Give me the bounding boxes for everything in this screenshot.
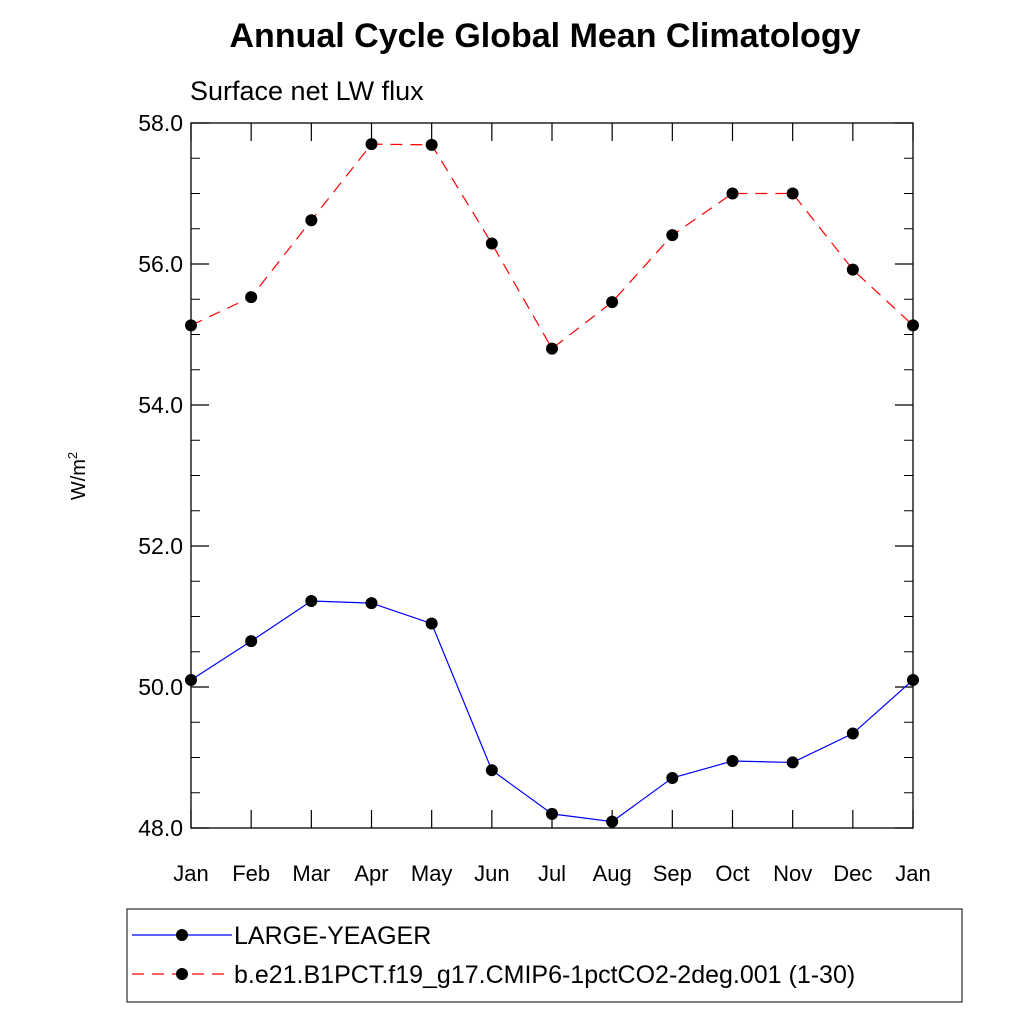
y-tick-label: 58.0 [138,110,183,136]
y-tick-label: 52.0 [138,533,183,559]
series-0-point [786,756,799,769]
y-axis-label-superscript: 2 [65,452,80,459]
x-tick-label: Jul [538,861,566,886]
y-tick-label: 54.0 [138,392,183,418]
x-tick-label: May [411,861,453,886]
series-line-1 [190,143,914,350]
legend-item-cmip6-1pctco2: b.e21.B1PCT.f19_g17.CMIP6-1pctCO2-2deg.0… [132,961,855,989]
y-tick-label: 50.0 [138,674,183,700]
series-0-point [546,807,558,820]
legend-label-large-yeager: LARGE-YEAGER [234,922,431,950]
series-1-point [786,187,799,200]
axis-ticks: 48.0 50.0 52.0 54.0 56.0 58.0 Jan Feb Mar Apr May J… [138,110,931,886]
legend-marker-large-yeager [176,929,188,941]
x-tick-label: Aug [593,861,632,886]
series-1-point [666,229,679,242]
legend-item-large-yeager: LARGE-YEAGER [132,922,431,950]
plot-series [185,138,919,828]
x-tick-label: Oct [715,861,749,886]
series-1-point [846,263,859,276]
series-0-point [666,771,679,784]
series-0-point [305,594,318,607]
series-1-point [365,138,378,151]
series-1-point [726,187,739,200]
series-0-point [485,764,498,777]
legend-box [126,908,963,1003]
x-tick-label: Nov [773,861,812,886]
x-tick-label: Dec [833,861,872,886]
series-1-point [245,291,258,304]
y-axis-label-base: W/m [68,459,90,500]
series-line-0 [190,600,914,823]
legend-label-cmip6-1pctco2: b.e21.B1PCT.f19_g17.CMIP6-1pctCO2-2deg.0… [234,961,855,989]
chart-subtitle: Surface net LW flux [190,76,424,106]
series-0-point [425,617,438,630]
series-1-point [546,342,558,355]
y-axis-label: W/m2 [65,452,90,500]
x-tick-label: Sep [653,861,692,886]
series-0-point [606,815,619,828]
chart-title: Annual Cycle Global Mean Climatology [230,17,861,55]
legend-marker-cmip6-1pctco2 [176,968,188,980]
series-0-point [245,635,258,648]
series-1-point [485,237,498,250]
x-tick-label: Jan [173,861,208,886]
series-1-point [305,214,318,227]
x-tick-label: Apr [354,861,388,886]
x-tick-label: Feb [232,861,270,886]
series-0-point [365,597,378,610]
x-tick-label: Jan [895,861,930,886]
x-tick-label: Jun [474,861,509,886]
y-tick-label: 56.0 [138,251,183,277]
y-tick-label: 48.0 [138,815,183,841]
series-0-point [726,755,739,768]
series-1-point [425,138,438,151]
plot-frame [190,122,914,829]
series-1-point [606,296,619,309]
legend: LARGE-YEAGER b.e21.B1PCT.f19_g17.CMIP6-1… [126,908,963,1003]
x-tick-label: Mar [292,861,330,886]
series-0-point [846,727,859,740]
